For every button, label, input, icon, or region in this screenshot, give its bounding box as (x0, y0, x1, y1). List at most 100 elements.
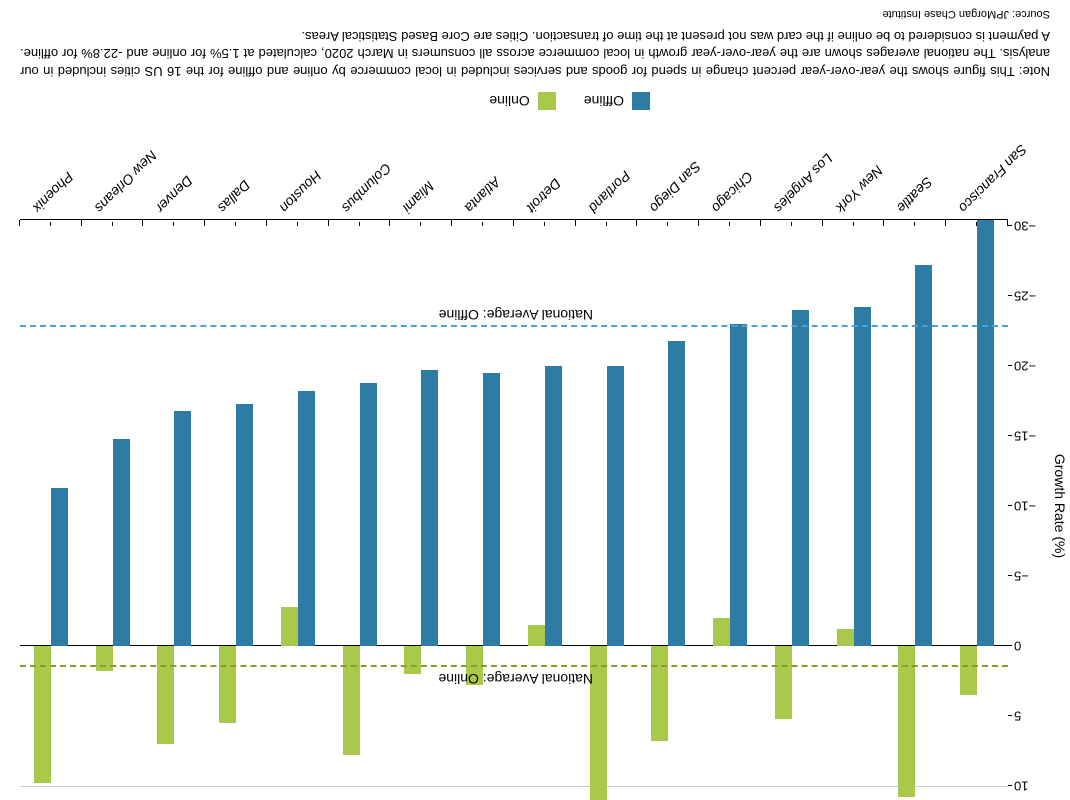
x-category-label: Columbus (338, 160, 404, 226)
bar-online (343, 646, 360, 755)
x-slot-tick (81, 220, 82, 226)
x-tick-mark (667, 222, 668, 226)
y-tick-label: 0 (1008, 639, 1021, 654)
bar-offline (360, 383, 377, 646)
x-slot-tick (390, 220, 391, 226)
x-slot-tick (760, 220, 761, 226)
x-slot-tick (266, 220, 267, 226)
x-tick-mark (50, 222, 51, 226)
x-axis-baseline (20, 219, 1008, 220)
x-tick-mark (297, 222, 298, 226)
x-slot-tick (19, 220, 20, 226)
x-tick-mark (729, 222, 730, 226)
y-tick-label: −20 (1008, 359, 1036, 374)
bar-online (281, 607, 298, 646)
y-tick-label: −15 (1008, 429, 1036, 444)
x-tick-mark (173, 222, 174, 226)
bar-offline (792, 310, 809, 646)
bar-offline (915, 265, 932, 646)
x-slot-tick (328, 220, 329, 226)
y-tick-label: 5 (1008, 709, 1021, 724)
chart-container: −30−25−20−15−10−50510San FranciscoSeattl… (0, 0, 1070, 800)
bar-online (590, 646, 607, 800)
x-slot-tick (204, 220, 205, 226)
bar-offline (854, 307, 871, 646)
ref-label-offline: National Average: Offline (439, 307, 593, 323)
bar-offline (174, 411, 191, 646)
x-slot-tick (637, 220, 638, 226)
y-tick-mark (1008, 225, 1012, 226)
x-category-label: Chicago (709, 168, 767, 226)
x-slot-tick (575, 220, 576, 226)
x-category-label: Phoenix (30, 169, 87, 226)
ref-label-online: National Average: Online (438, 671, 593, 687)
bar-online (898, 646, 915, 797)
y-tick-mark (1008, 295, 1012, 296)
legend-swatch (632, 92, 650, 110)
x-category-label: San Diego (647, 159, 714, 226)
chart-note: Note: This figure shows the year-over-ye… (20, 27, 1050, 80)
plot-area: −30−25−20−15−10−50510San FranciscoSeattl… (20, 226, 1008, 786)
bar-online (96, 646, 113, 671)
y-tick-label: −10 (1008, 499, 1036, 514)
y-tick-mark (1008, 505, 1012, 506)
x-category-label: Portland (585, 168, 643, 226)
y-tick-mark (1008, 435, 1012, 436)
bar-offline (607, 366, 624, 646)
bar-online (157, 646, 174, 744)
bar-offline (668, 341, 685, 646)
bar-online (528, 625, 545, 646)
bar-online (651, 646, 668, 741)
x-tick-mark (482, 222, 483, 226)
x-slot-tick (451, 220, 452, 226)
x-slot-tick (513, 220, 514, 226)
bar-online (404, 646, 421, 674)
y-tick-label: −30 (1008, 219, 1036, 234)
bar-offline (545, 366, 562, 646)
y-tick-mark (1008, 715, 1012, 716)
bar-online (219, 646, 236, 723)
x-slot-tick (143, 220, 144, 226)
bar-offline (298, 391, 315, 646)
x-slot-tick (884, 220, 885, 226)
legend-item-offline: Offline (584, 92, 650, 110)
x-tick-mark (853, 222, 854, 226)
x-slot-tick (1007, 220, 1008, 226)
bar-offline (236, 404, 253, 646)
x-tick-mark (606, 222, 607, 226)
x-tick-mark (914, 222, 915, 226)
x-slot-tick (698, 220, 699, 226)
x-tick-mark (112, 222, 113, 226)
legend-item-online: Online (489, 92, 555, 110)
x-slot-tick (822, 220, 823, 226)
x-category-label: Los Angeles (771, 151, 846, 226)
y-tick-label: −25 (1008, 289, 1036, 304)
ref-line-online (20, 665, 1008, 667)
bar-offline (421, 370, 438, 646)
legend: Offline Online (489, 92, 650, 110)
plot-top-border (20, 786, 1008, 787)
chart-source: Source: JPMorgan Chase Institute (882, 8, 1050, 20)
bar-offline (113, 439, 130, 646)
ref-line-offline (20, 325, 1008, 327)
y-tick-mark (1008, 365, 1012, 366)
bar-online (713, 618, 730, 646)
legend-label: Online (489, 93, 529, 109)
legend-label: Offline (584, 93, 624, 109)
y-tick-label: −5 (1008, 569, 1029, 584)
y-tick-label: 10 (1008, 779, 1028, 794)
x-tick-mark (791, 222, 792, 226)
x-category-label: San Francisco (956, 142, 1040, 226)
x-category-label: New Orleans (91, 148, 169, 226)
bar-offline (977, 219, 994, 646)
bar-online (837, 629, 854, 646)
bar-online (960, 646, 977, 695)
bar-offline (51, 488, 68, 646)
x-tick-mark (420, 222, 421, 226)
y-axis-label: Growth Rate (%) (1052, 454, 1068, 558)
y-tick-mark (1008, 575, 1012, 576)
x-tick-mark (359, 222, 360, 226)
x-category-label: Houston (277, 168, 335, 226)
x-slot-tick (945, 220, 946, 226)
bar-offline (483, 373, 500, 646)
